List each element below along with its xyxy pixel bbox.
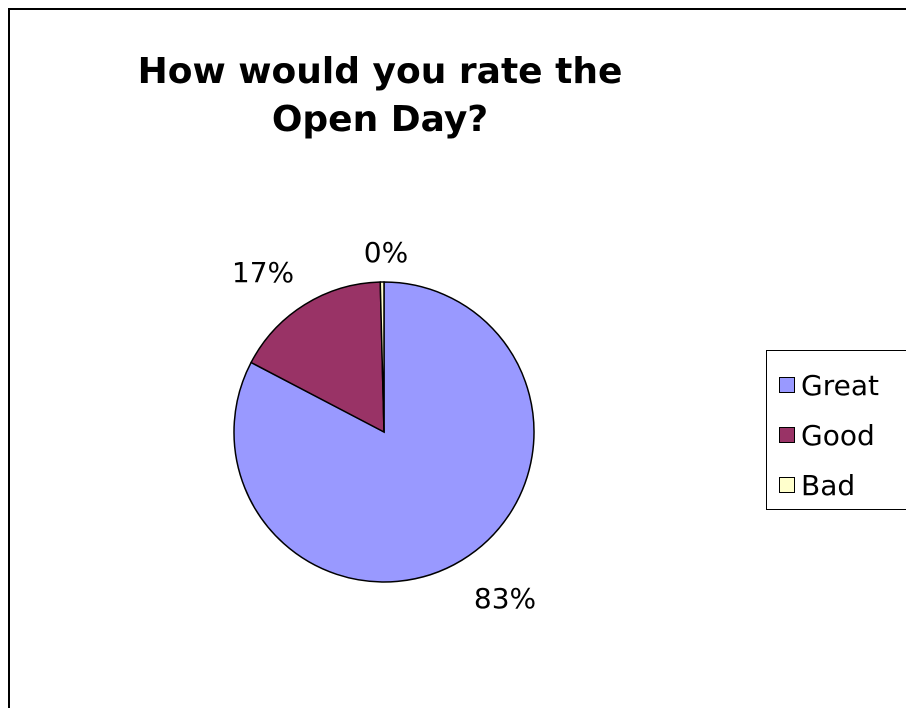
legend-label-bad: Bad bbox=[801, 468, 856, 502]
data-label-bad: 0% bbox=[364, 236, 408, 269]
pie-slice-great bbox=[233, 281, 535, 583]
legend-swatch-great bbox=[779, 377, 795, 393]
legend-swatch-good bbox=[779, 427, 795, 443]
data-label-good: 17% bbox=[232, 256, 294, 289]
legend-item-good: Good bbox=[779, 415, 875, 455]
legend-swatch-bad bbox=[779, 477, 795, 493]
legend-item-great: Great bbox=[779, 365, 879, 405]
legend-label-great: Great bbox=[801, 368, 879, 402]
legend: Great Good Bad bbox=[766, 350, 906, 510]
pie-slice-bad bbox=[379, 281, 385, 433]
chart-title: How would you rate the Open Day? bbox=[137, 51, 623, 140]
pie-slice-good bbox=[250, 281, 385, 434]
legend-item-bad: Bad bbox=[779, 465, 855, 505]
legend-label-good: Good bbox=[801, 418, 875, 452]
data-label-great: 83% bbox=[474, 582, 536, 615]
